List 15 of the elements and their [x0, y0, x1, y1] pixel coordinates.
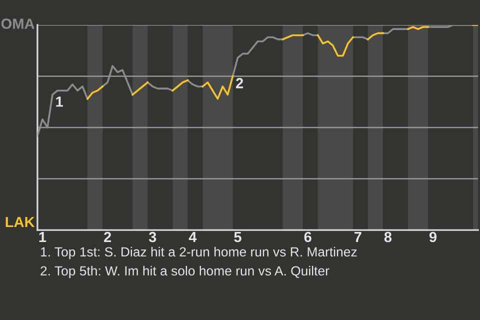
x-tick-label: 3 [148, 232, 156, 242]
text: OMA [1, 18, 34, 29]
x-tick-label: 9 [429, 232, 437, 242]
x-tick-label: 1 [39, 232, 46, 242]
text: 1. Top 1st: S. Diaz hit a 2-run home run vs R. Martinez [41, 246, 357, 260]
x-tick-label: 2 [104, 232, 112, 242]
x-tick-label: 4 [188, 232, 197, 242]
text: LAK [6, 217, 35, 228]
x-tick-label: 6 [304, 232, 312, 242]
text: 2. Top 5th: W. Im hit a solo home run vs A. Quilter [40, 266, 330, 278]
x-tick-label: 5 [234, 232, 242, 242]
annotation: 2 [236, 78, 244, 88]
x-tick-label: 7 [354, 232, 362, 242]
annotation: 1 [56, 96, 63, 107]
x-tick-label: 8 [384, 232, 392, 242]
